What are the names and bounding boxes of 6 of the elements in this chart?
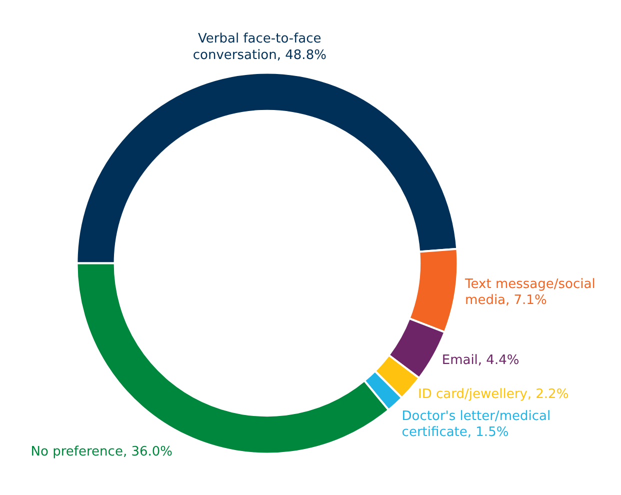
slice-label: Email, 4.4% bbox=[442, 353, 520, 368]
slice-label: Verbal face-to-face conversation, 48.8% bbox=[192, 32, 326, 63]
slice-label: Text message/social media, 7.1% bbox=[464, 277, 596, 308]
slice-label: Doctor's letter/medical certificate, 1.5% bbox=[402, 408, 551, 440]
slice-label: ID card/jewellery, 2.2% bbox=[418, 386, 569, 402]
slice-label: No preference, 36.0% bbox=[30, 444, 173, 460]
